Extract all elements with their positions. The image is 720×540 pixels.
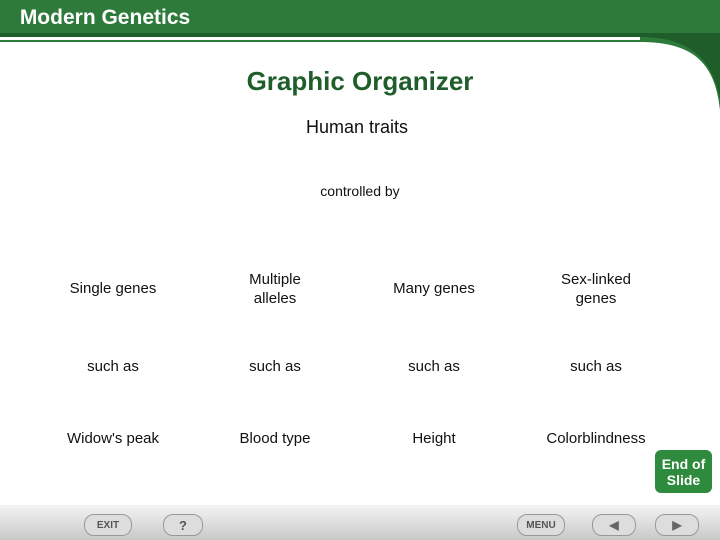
category: Multiple [249,270,301,288]
category: alleles [253,289,297,307]
button-label: Slide [666,471,701,488]
example: Blood type [239,430,311,447]
example: Widow's peak [66,430,160,447]
example: Height [412,430,456,447]
category: Sex-linked [560,270,632,288]
root-node: Human traits [305,117,409,137]
example: Colorblindness [546,430,646,447]
link: such as [570,358,622,375]
header-title: Modern Genetics [19,6,191,29]
link: such as [408,358,460,375]
next-button[interactable]: ▶ [655,514,699,536]
button-label: End of [661,455,706,472]
slide-title: Graphic Organizer [246,66,474,96]
category: Single genes [69,280,157,297]
link: such as [249,358,301,375]
exit-button[interactable]: EXIT [84,514,132,536]
previous-button[interactable]: ◀ [592,514,636,536]
end-of-slide-button[interactable]: End of Slide [655,450,712,493]
menu-button[interactable]: MENU [517,514,565,536]
category: genes [575,289,617,307]
help-button[interactable]: ? [163,514,203,536]
category: Many genes [393,280,475,297]
link: such as [87,358,139,375]
connector: controlled by [320,183,400,199]
